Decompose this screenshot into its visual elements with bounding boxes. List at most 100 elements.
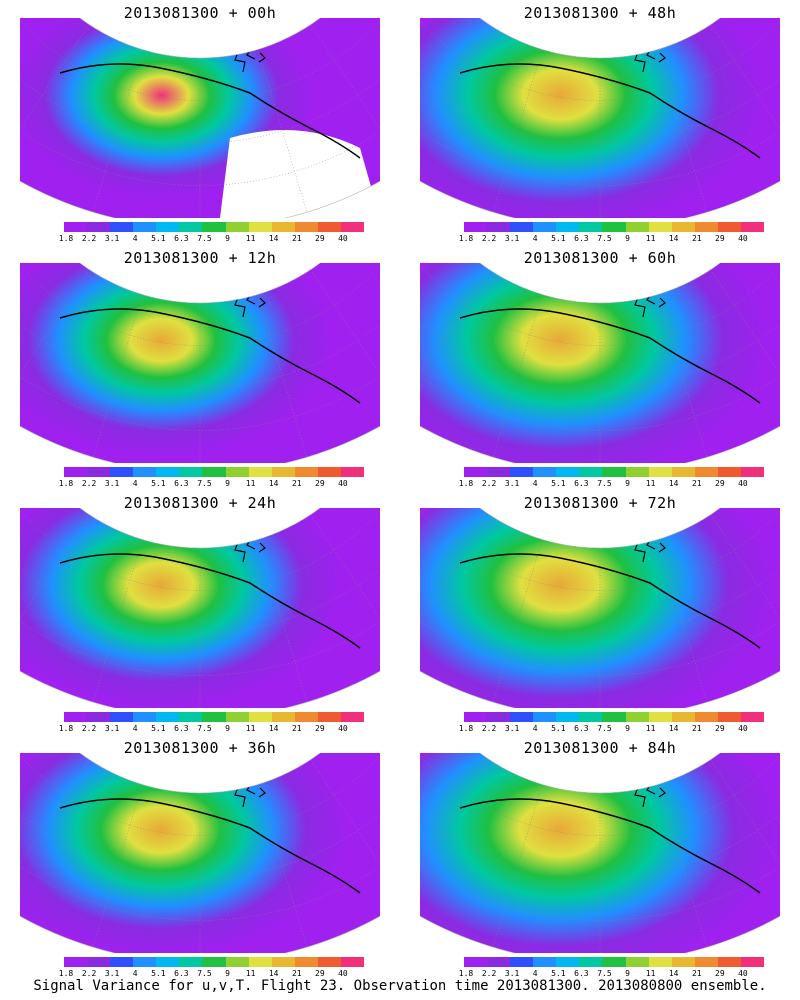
colorbar-swatch — [179, 712, 203, 722]
colorbar-swatch — [717, 222, 741, 232]
colorbar-swatch — [464, 222, 488, 232]
colorbar — [64, 712, 365, 722]
colorbar-tick-label: 2.2 — [481, 234, 497, 243]
colorbar — [464, 467, 765, 477]
variance-map — [420, 508, 780, 708]
colorbar-tick-label: 9 — [225, 969, 230, 978]
colorbar-swatch — [64, 957, 88, 967]
colorbar-swatch — [202, 957, 226, 967]
colorbar-swatch — [671, 957, 695, 967]
coastline — [59, 553, 361, 649]
colorbar-tick-label: 7.5 — [597, 234, 612, 243]
colorbar-swatch — [533, 957, 557, 967]
colorbar-tick-label: 29 — [315, 479, 325, 488]
colorbar-tick-label: 40 — [738, 479, 748, 488]
colorbar-swatch — [317, 712, 341, 722]
colorbar-swatch — [694, 222, 718, 232]
colorbar-swatch — [740, 467, 765, 477]
colorbar-swatch — [717, 712, 741, 722]
colorbar-swatch — [740, 712, 765, 722]
colorbar-swatch — [133, 222, 157, 232]
colorbar-tick-label: 5.1 — [551, 479, 566, 488]
colorbar-tick-label: 4 — [132, 234, 138, 243]
colorbar-ticks: 1.8 2.2 3.1 4 5.1 6.3 7.5 9 11 14 21 29 40 — [59, 724, 360, 734]
colorbar-swatch — [87, 712, 111, 722]
colorbar-swatch — [556, 467, 580, 477]
colorbar — [64, 957, 365, 967]
colorbar-tick-label: 7.5 — [197, 479, 212, 488]
map-panel-p12: 2013081300 + 12h 1.8 2.2 3.1 4 5.1 6.3 7.5 9 11 14… — [20, 245, 380, 490]
colorbar-tick-label: 14 — [268, 479, 279, 488]
colorbar-tick-label: 11 — [245, 234, 256, 243]
colorbar-swatch — [648, 712, 672, 722]
colorbar-swatch — [510, 712, 534, 722]
colorbar-tick-label: 1.8 — [58, 969, 74, 978]
colorbar-ticks: 1.8 2.2 3.1 4 5.1 6.3 7.5 9 11 14 21 29 40 — [459, 969, 760, 979]
colorbar-swatch — [156, 957, 180, 967]
colorbar-swatch — [202, 467, 226, 477]
colorbar-swatch — [179, 957, 203, 967]
colorbar-tick-label: 29 — [715, 969, 725, 978]
colorbar-swatch — [671, 222, 695, 232]
colorbar-tick-label: 2.2 — [481, 724, 497, 733]
colorbar-tick-label: 14 — [668, 479, 679, 488]
colorbar-tick-label: 14 — [268, 724, 279, 733]
colorbar-swatch — [340, 222, 365, 232]
colorbar-swatch — [110, 222, 134, 232]
variance-map — [20, 753, 380, 953]
colorbar-ticks: 1.8 2.2 3.1 4 5.1 6.3 7.5 9 11 14 21 29 40 — [458, 234, 760, 244]
colorbar-swatch — [671, 712, 695, 722]
colorbar-tick-label: 21 — [291, 724, 302, 733]
colorbar-swatch — [248, 957, 272, 967]
colorbar-tick-label: 3.1 — [104, 234, 120, 243]
colorbar-swatch — [294, 467, 318, 477]
colorbar-tick-label: 7.5 — [597, 969, 612, 978]
colorbar-tick-label: 6.3 — [574, 234, 589, 243]
colorbar-swatch — [533, 222, 557, 232]
colorbar-swatch — [487, 222, 511, 232]
colorbar-swatch — [556, 222, 580, 232]
colorbar-tick-label: 11 — [245, 724, 256, 733]
colorbar-tick-label: 7.5 — [197, 234, 212, 243]
colorbar-tick-label: 11 — [645, 479, 656, 488]
colorbar-swatch — [340, 712, 365, 722]
variance-map — [420, 18, 780, 218]
variance-map — [420, 753, 780, 953]
colorbar-tick-label: 40 — [738, 969, 748, 978]
colorbar-swatch — [64, 467, 88, 477]
variance-map — [420, 263, 780, 463]
colorbar-swatch — [133, 957, 157, 967]
colorbar-swatch — [64, 712, 88, 722]
colorbar-tick-label: 2.2 — [481, 479, 497, 488]
colorbar-swatch — [579, 222, 603, 232]
colorbar-swatch — [694, 712, 718, 722]
colorbar-tick-label: 11 — [645, 234, 656, 243]
colorbar-swatch — [248, 712, 272, 722]
colorbar-ticks: 1.8 2.2 3.1 4 5.1 6.3 7.5 9 11 14 21 29 40 — [58, 969, 360, 979]
colorbar-swatch — [87, 467, 111, 477]
colorbar-tick-label: 21 — [691, 969, 702, 978]
colorbar-tick-label: 7.5 — [597, 479, 612, 488]
panel-title: 2013081300 + 00h — [123, 4, 277, 22]
colorbar-swatch — [179, 467, 203, 477]
colorbar — [464, 222, 765, 232]
colorbar-tick-label: 40 — [338, 479, 348, 488]
colorbar-tick-label: 4 — [132, 479, 138, 488]
colorbar-swatch — [156, 467, 180, 477]
colorbar-tick-label: 14 — [268, 969, 279, 978]
colorbar-tick-label: 40 — [338, 724, 348, 733]
colorbar-swatch — [487, 467, 511, 477]
colorbar-swatch — [225, 467, 249, 477]
colorbar-tick-label: 4 — [532, 969, 538, 978]
colorbar — [64, 467, 365, 477]
colorbar-tick-label: 6.3 — [574, 724, 589, 733]
colorbar-tick-label: 1.8 — [458, 234, 474, 243]
colorbar-swatch — [271, 467, 295, 477]
colorbar-swatch — [110, 712, 134, 722]
colorbar-swatch — [717, 467, 741, 477]
colorbar — [464, 712, 765, 722]
colorbar-tick-label: 1.8 — [58, 234, 74, 243]
colorbar-swatch — [648, 467, 672, 477]
colorbar-swatch — [579, 712, 603, 722]
colorbar-tick-label: 9 — [225, 234, 230, 243]
